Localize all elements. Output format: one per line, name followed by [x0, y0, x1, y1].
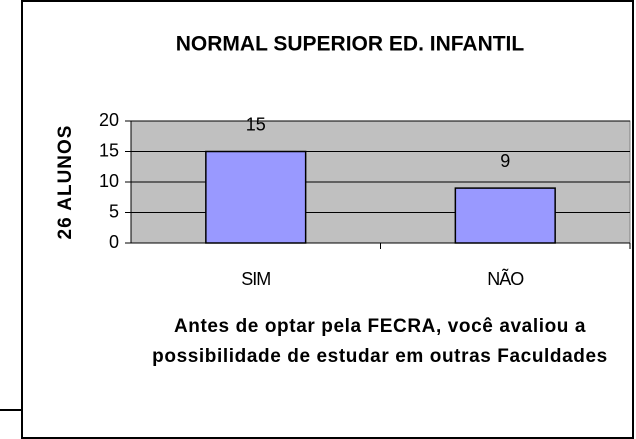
y-tick-label: 20	[99, 110, 119, 130]
bar	[454, 187, 556, 244]
y-tick-label: 10	[99, 171, 119, 191]
y-tick-label: 0	[109, 232, 119, 252]
value-label: 15	[246, 114, 266, 134]
x-axis-label: Antes de optar pela FECRA, você avaliou …	[152, 316, 608, 367]
y-tick-label: 5	[109, 201, 119, 221]
y-tick-label: 15	[99, 140, 119, 160]
value-label: 9	[500, 151, 510, 171]
chart-title: NORMAL SUPERIOR ED. INFANTIL	[176, 33, 525, 56]
x-tick-label: NÃO	[487, 268, 524, 289]
y-axis-label: 26 ALUNOS	[55, 125, 76, 240]
x-tick-label: SIM	[241, 269, 270, 289]
bar	[205, 150, 307, 244]
